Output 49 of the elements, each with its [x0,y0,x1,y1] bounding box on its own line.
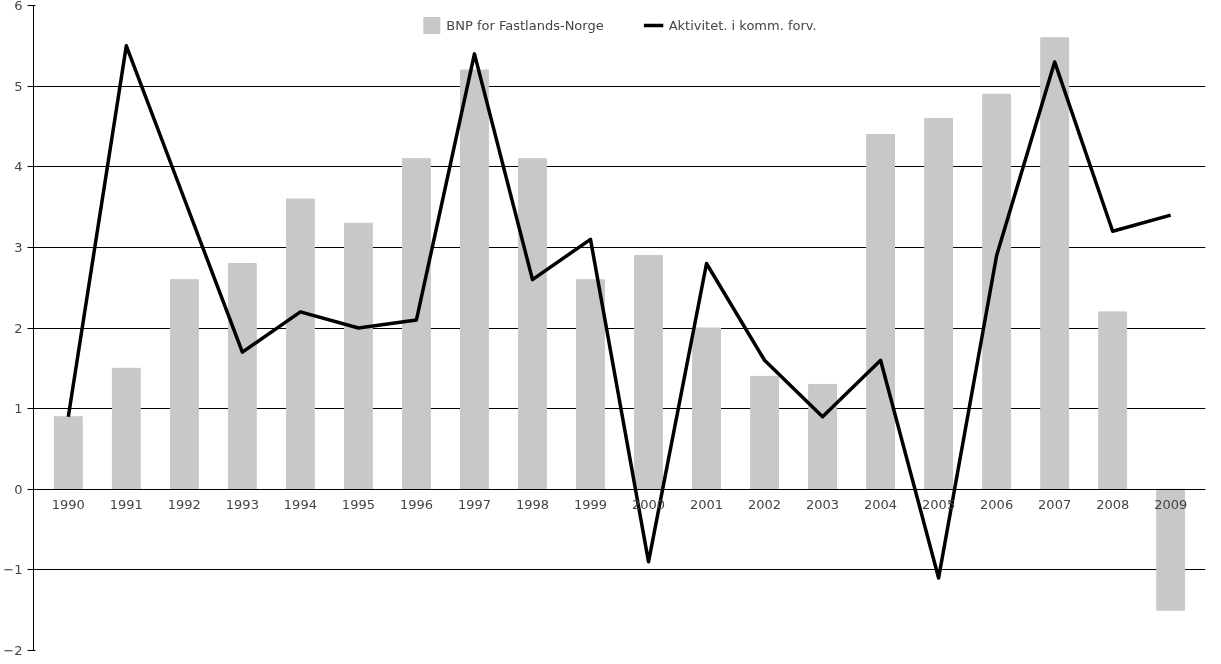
bar [924,117,954,490]
x-tick-label: 2008 [1096,497,1130,513]
y-tick-label: 6 [14,0,23,13]
bar [518,158,547,490]
x-tick-label: 1993 [225,497,259,513]
x-tick-label: 2007 [1038,497,1072,513]
bar [808,383,837,490]
x-tick-label: 1991 [109,497,143,513]
bar [53,416,83,490]
bar [750,375,779,490]
x-tick-label: 2001 [689,497,724,513]
x-tick-label: 1997 [457,497,491,513]
bar [460,69,489,490]
x-tick-label: 1995 [341,497,375,513]
x-tick-label: 2002 [748,497,782,513]
y-tick-label: 3 [14,239,23,255]
y-tick-label: −2 [3,643,23,658]
bar [866,134,896,490]
bar [402,158,431,490]
x-tick-label: 1994 [283,497,317,513]
x-tick-label: 1998 [515,497,550,513]
bar [227,263,257,490]
x-tick-label: 2009 [1154,497,1188,513]
x-tick-label: 2004 [864,497,898,513]
bar [576,279,605,490]
y-tick-label: 0 [14,481,23,497]
bar [982,93,1012,490]
x-tick-label: 1990 [51,497,85,513]
bar [1098,311,1128,490]
bar [343,222,373,490]
bar [1040,37,1070,490]
y-tick-label: 4 [14,159,23,175]
x-tick-label: 1992 [167,497,201,513]
bar [169,279,199,490]
bar [692,327,721,490]
y-tick-label: 5 [14,78,23,94]
y-tick-label: 2 [14,320,23,336]
y-tick-label: −1 [3,562,23,578]
y-tick-label: 1 [14,401,23,417]
legend-label: BNP for Fastlands-Norge [446,17,604,33]
x-tick-label: 2006 [980,497,1014,513]
x-tick-label: 1996 [399,497,433,513]
bar [634,254,663,490]
bar [285,198,315,490]
x-tick-label: 2003 [806,497,840,513]
bar [1156,488,1186,611]
bar [111,367,141,490]
x-tick-label: 1999 [573,497,608,513]
legend-label: Aktivitet. i komm. forv. [668,17,817,33]
